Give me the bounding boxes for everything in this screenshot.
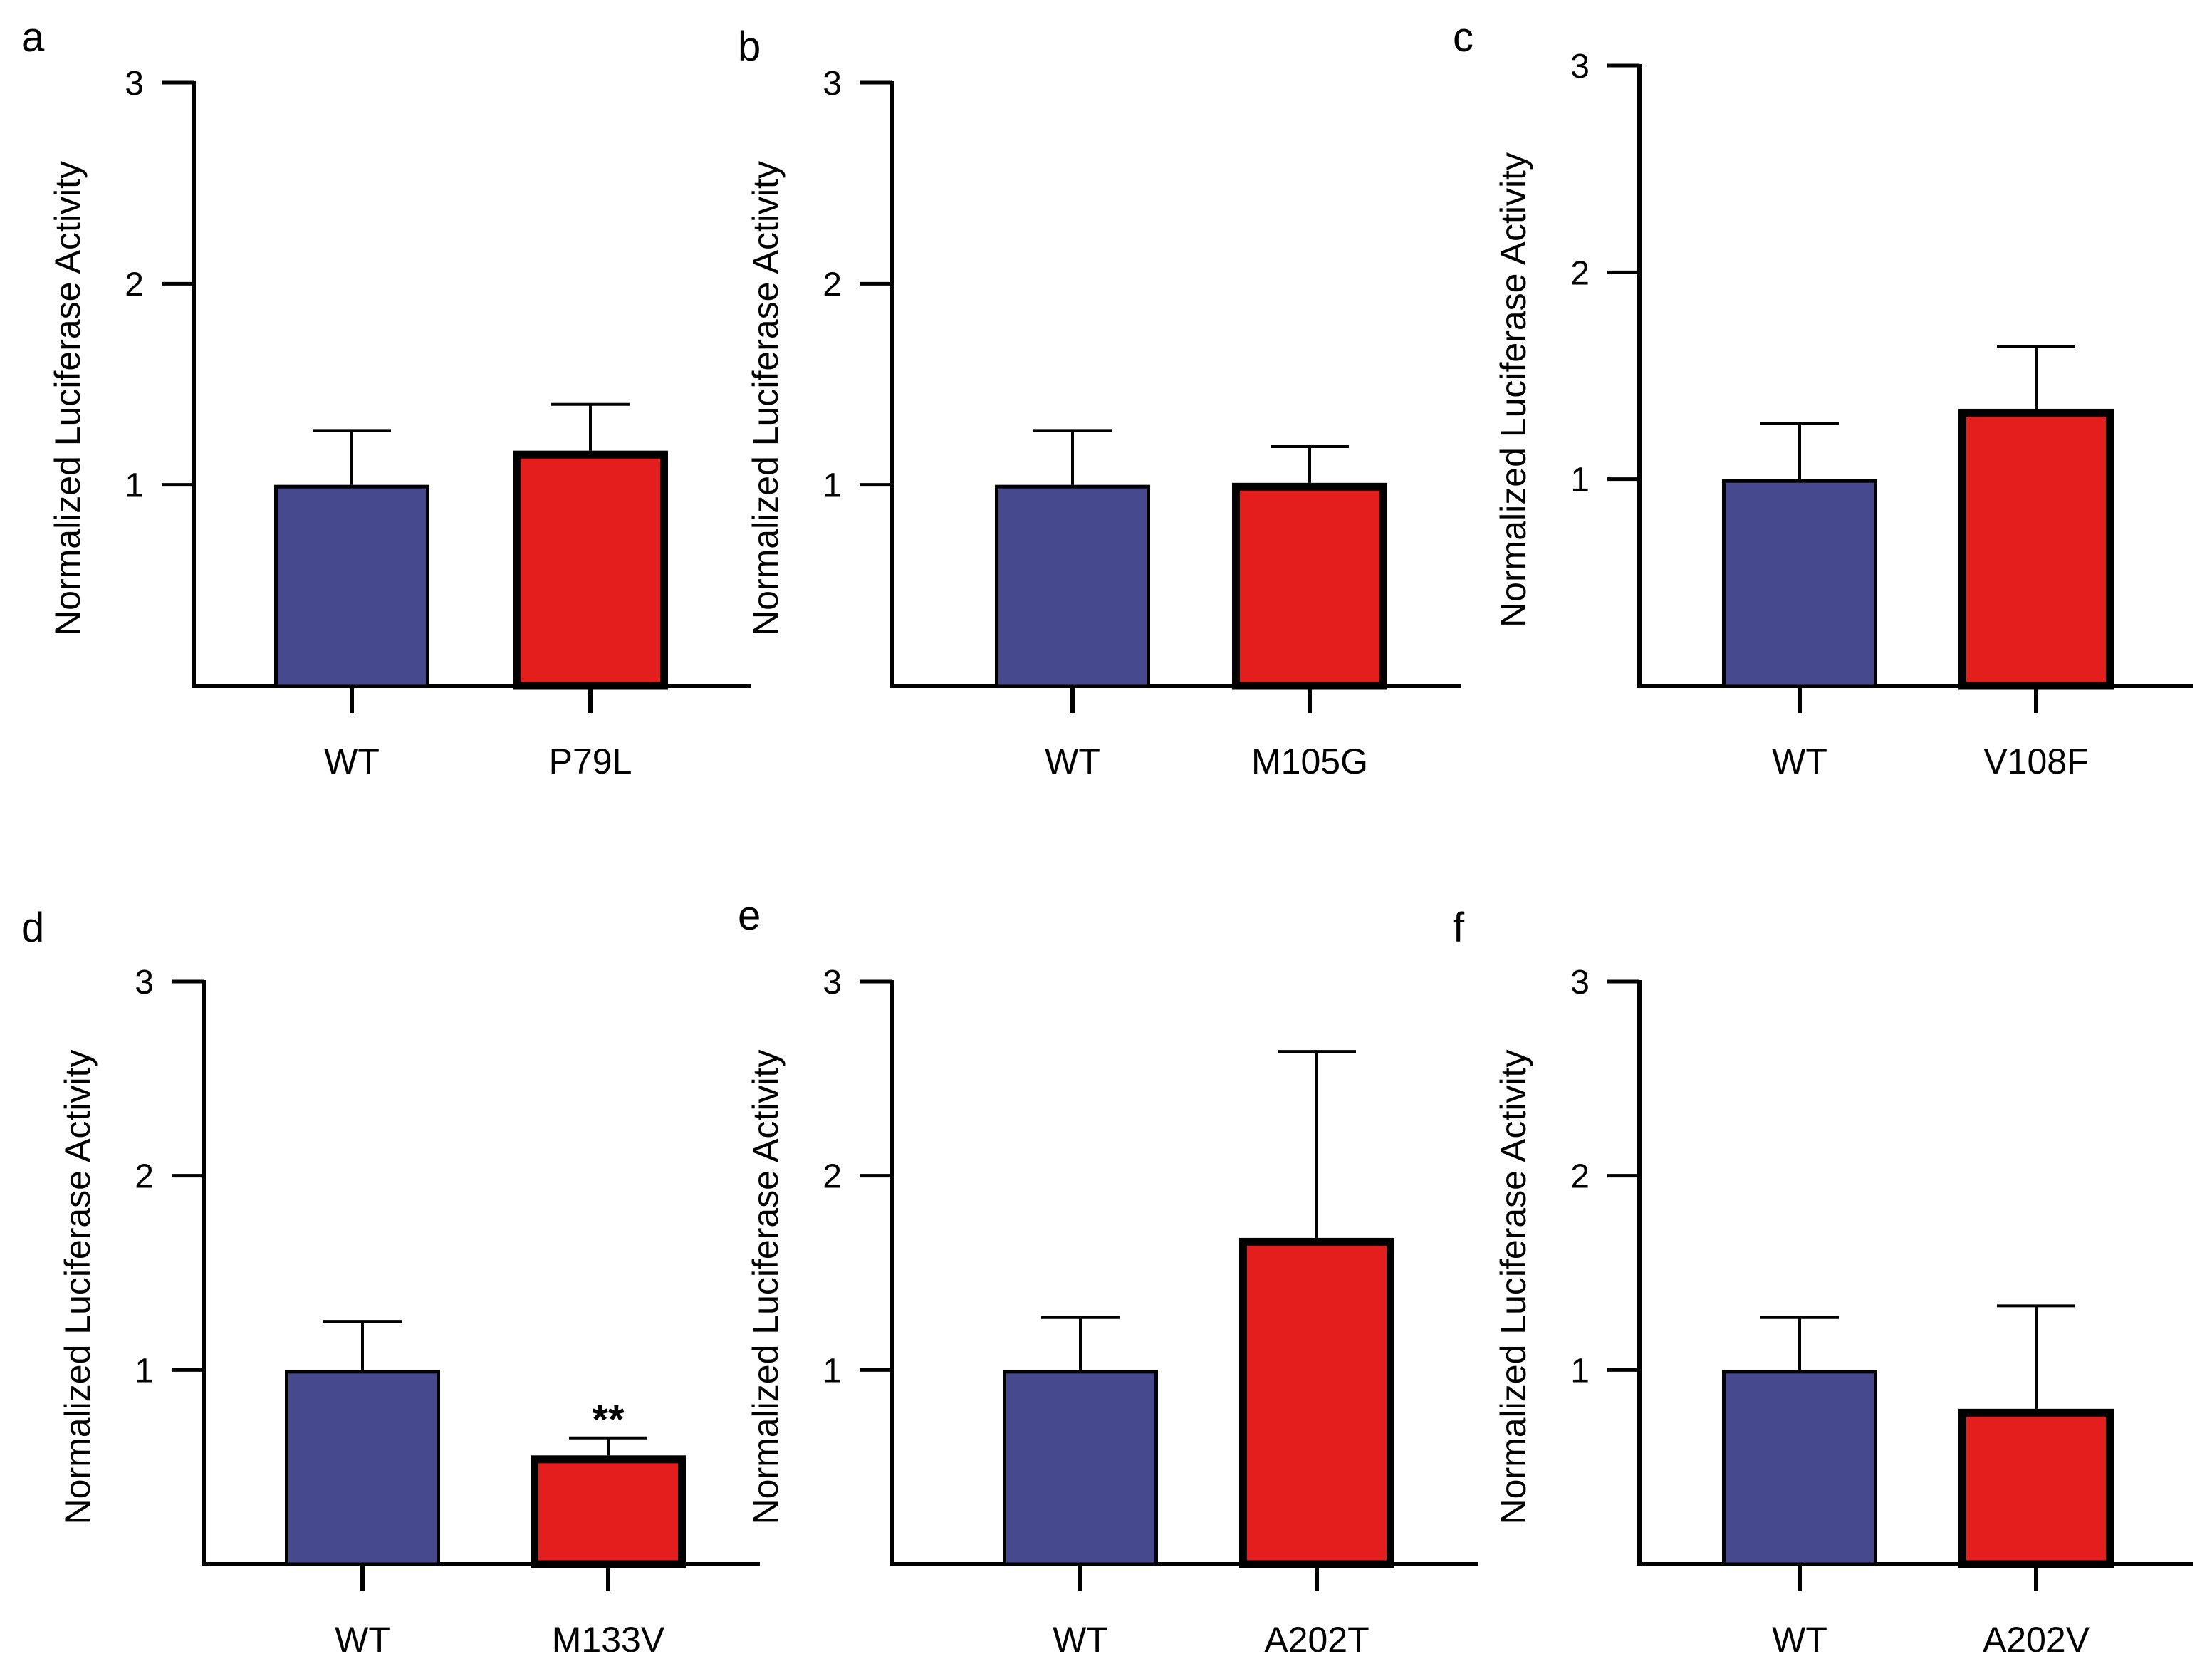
y-tick-label: 2 bbox=[823, 1158, 842, 1196]
y-tick-label: 2 bbox=[1570, 254, 1590, 292]
y-tick-label: 3 bbox=[823, 65, 842, 103]
panel-label: e bbox=[738, 892, 761, 939]
bar-A202V bbox=[1958, 1408, 2114, 1568]
bar-P79L bbox=[513, 450, 668, 690]
x-tick-label: P79L bbox=[549, 741, 632, 781]
x-tick-label: A202T bbox=[1264, 1620, 1369, 1660]
x-tick-label: M133V bbox=[552, 1620, 665, 1660]
bar-M133V bbox=[531, 1455, 686, 1568]
y-tick-label: 2 bbox=[135, 1158, 154, 1196]
chart-panel-e: e 1 2 3 Normalized Luciferase Activity WT A202… bbox=[738, 892, 1478, 1660]
bar-V108F bbox=[1958, 408, 2114, 690]
y-axis-label: Normalized Luciferase Activity bbox=[48, 161, 88, 636]
x-tick-label: WT bbox=[1053, 1620, 1108, 1660]
y-axis-label: Normalized Luciferase Activity bbox=[1493, 1050, 1533, 1525]
x-tick-label: WT bbox=[335, 1620, 390, 1660]
y-tick-label: 2 bbox=[125, 266, 144, 303]
y-tick-label: 2 bbox=[1570, 1158, 1590, 1196]
y-tick-label: 3 bbox=[125, 65, 144, 103]
y-tick-label: 2 bbox=[823, 266, 842, 303]
bar-M105G bbox=[1232, 482, 1387, 690]
panel-label: c bbox=[1453, 14, 1473, 61]
chart-panel-a: a 1 2 3 Normalized Luciferase Activity WT P79L bbox=[21, 14, 751, 781]
x-tick-label: WT bbox=[1772, 741, 1827, 781]
x-tick-label: WT bbox=[1772, 1620, 1827, 1660]
panel-label: a bbox=[21, 14, 45, 61]
chart-panel-d: d 1 2 3 Normalized Luciferase Activity WT M133… bbox=[21, 905, 760, 1660]
y-tick-label: 1 bbox=[135, 1352, 154, 1390]
y-tick-label: 3 bbox=[135, 964, 154, 1001]
y-axis-label: Normalized Luciferase Activity bbox=[746, 161, 786, 636]
y-tick-label: 1 bbox=[823, 467, 842, 505]
y-tick-label: 3 bbox=[823, 964, 842, 1001]
y-tick-label: 3 bbox=[1570, 48, 1590, 85]
chart-panel-b: b 1 2 3 Normalized Luciferase Activity WT M105… bbox=[738, 24, 1461, 781]
bar-WT bbox=[274, 484, 429, 688]
significance-label: ** bbox=[592, 1397, 625, 1443]
y-tick-label: 1 bbox=[1570, 1352, 1590, 1390]
y-axis-label: Normalized Luciferase Activity bbox=[1493, 152, 1533, 628]
bar-WT bbox=[1722, 1370, 1877, 1566]
y-axis-label: Normalized Luciferase Activity bbox=[58, 1050, 98, 1525]
bar-WT bbox=[285, 1370, 440, 1566]
x-tick-label: V108F bbox=[1983, 741, 2088, 781]
bar-A202T bbox=[1239, 1237, 1394, 1568]
y-tick-label: 1 bbox=[823, 1352, 842, 1390]
panel-label: d bbox=[21, 905, 44, 951]
x-tick-label: A202V bbox=[1983, 1620, 2090, 1660]
chart-panel-f: f 1 2 3 Normalized Luciferase Activity WT A202… bbox=[1453, 905, 2193, 1660]
bar-WT bbox=[995, 484, 1150, 688]
x-tick-label: WT bbox=[324, 741, 380, 781]
y-tick-label: 3 bbox=[1570, 964, 1590, 1001]
y-tick-label: 1 bbox=[1570, 462, 1590, 499]
panel-label: f bbox=[1453, 905, 1465, 951]
panel-label: b bbox=[738, 24, 761, 70]
y-tick-label: 1 bbox=[125, 467, 144, 505]
x-tick-label: M105G bbox=[1251, 741, 1368, 781]
x-tick-label: WT bbox=[1045, 741, 1100, 781]
y-axis-label: Normalized Luciferase Activity bbox=[746, 1050, 786, 1525]
bar-WT bbox=[1722, 479, 1877, 688]
chart-panel-c: c 1 2 3 Normalized Luciferase Activity WT V108… bbox=[1453, 14, 2193, 781]
bar-WT bbox=[1003, 1370, 1158, 1566]
